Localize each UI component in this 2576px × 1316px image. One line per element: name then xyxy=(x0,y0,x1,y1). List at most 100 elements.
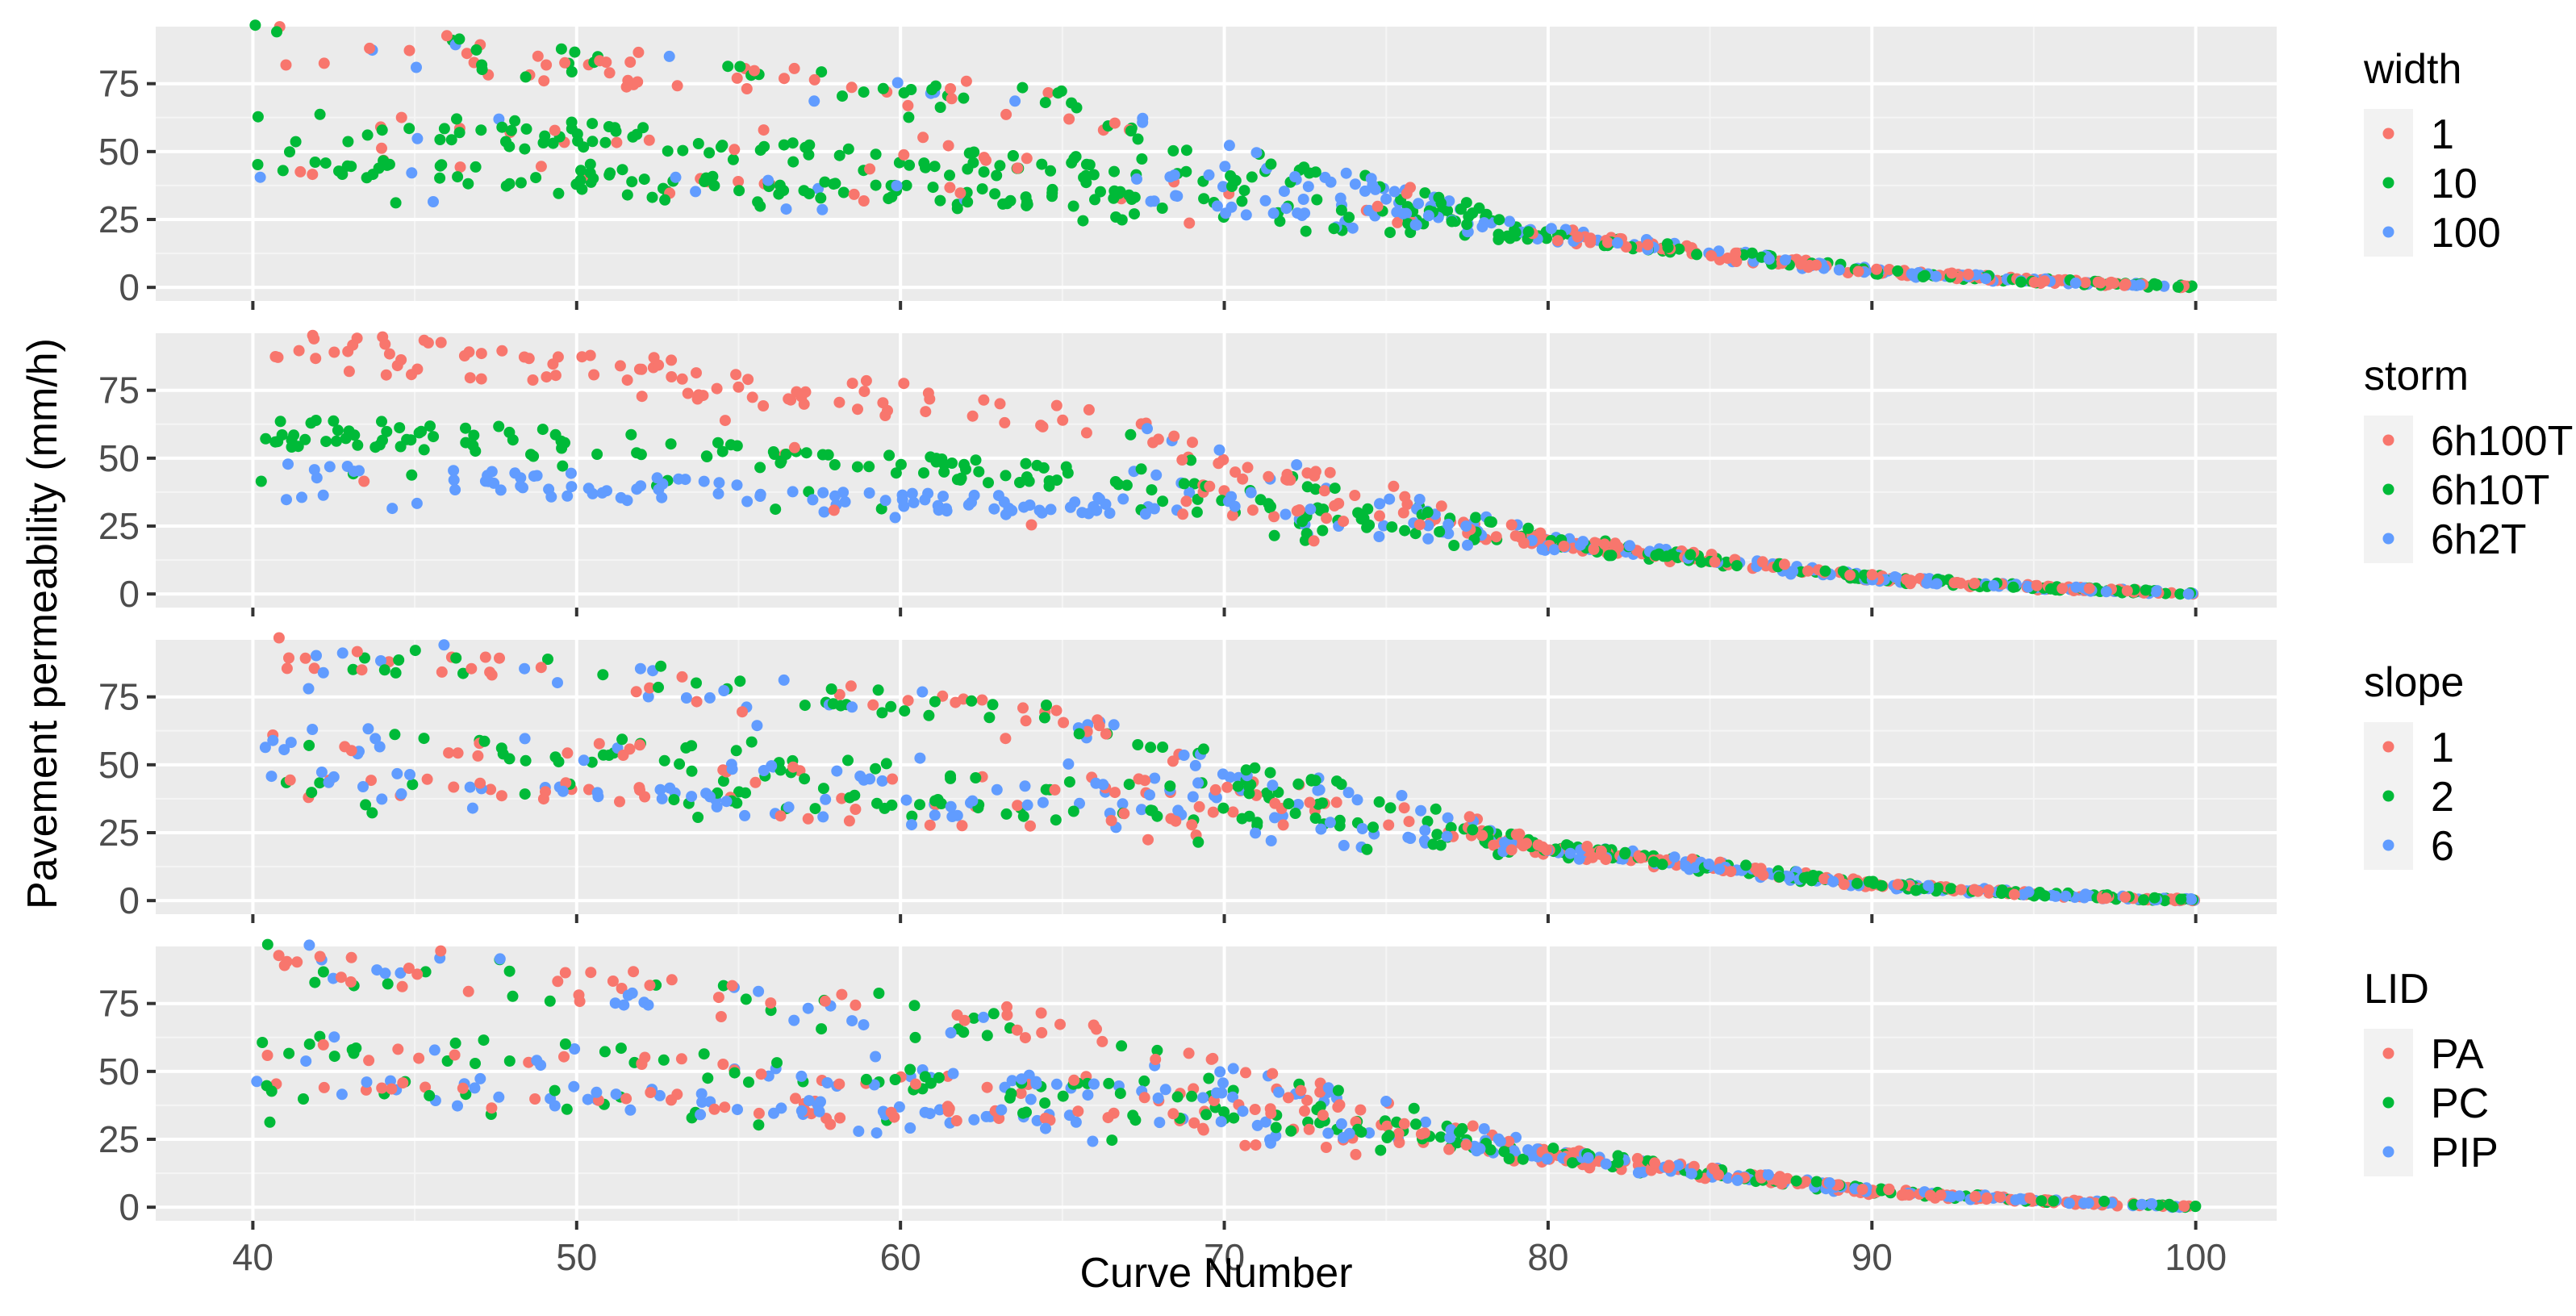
data-point-6 xyxy=(267,734,279,746)
data-point-PIP xyxy=(868,1079,880,1091)
data-point-6 xyxy=(1351,794,1363,806)
data-point-6h10T xyxy=(406,469,418,481)
data-point-PC xyxy=(1410,1118,1422,1130)
data-point-PC xyxy=(549,1084,561,1097)
data-point-100 xyxy=(1833,264,1845,276)
data-point-1 xyxy=(1946,267,1958,279)
data-point-PC xyxy=(2035,1195,2048,1207)
data-point-6 xyxy=(1019,780,1031,792)
data-point-PC xyxy=(283,1047,295,1059)
data-point-6h2T xyxy=(582,483,595,495)
data-point-PC xyxy=(1151,1044,1163,1056)
data-point-6 xyxy=(766,760,778,772)
data-point-1 xyxy=(978,152,990,164)
data-point-6h10T xyxy=(918,467,929,479)
data-point-6h100T xyxy=(1268,511,1280,523)
data-point-2 xyxy=(827,698,839,710)
data-point-PA xyxy=(396,980,408,992)
data-point-6h100T xyxy=(978,394,990,406)
data-point-6h10T xyxy=(328,415,340,427)
data-point-100 xyxy=(808,95,820,107)
data-point-6h2T xyxy=(1422,533,1434,545)
data-point-1 xyxy=(808,73,820,86)
data-point-6h100T xyxy=(293,345,305,357)
data-point-PC xyxy=(1547,1143,1559,1155)
data-point-6h100T xyxy=(999,416,1011,428)
data-point-10 xyxy=(638,173,650,186)
data-point-1 xyxy=(946,93,958,105)
data-point-PC xyxy=(702,1072,714,1084)
data-point-100 xyxy=(1422,210,1434,222)
data-point-PA xyxy=(607,976,619,987)
data-point-6h100T xyxy=(833,396,845,408)
y-tick-label: 25 xyxy=(98,1118,140,1160)
data-point-PC xyxy=(328,1051,340,1063)
data-point-100 xyxy=(1171,190,1184,203)
data-point-1 xyxy=(2100,892,2112,904)
data-point-1 xyxy=(540,786,551,798)
data-point-6 xyxy=(259,742,271,754)
data-point-PA xyxy=(1250,1139,1262,1151)
data-point-2 xyxy=(717,775,729,787)
data-point-6 xyxy=(1441,830,1453,842)
data-point-6h10T xyxy=(549,428,562,441)
data-point-1 xyxy=(1000,108,1012,120)
data-point-PIP xyxy=(858,1019,870,1031)
data-point-6h100T xyxy=(711,382,723,395)
data-point-6h100T xyxy=(1237,473,1249,485)
data-point-6h2T xyxy=(1245,487,1257,499)
data-point-6 xyxy=(552,677,563,689)
data-point-6h10T xyxy=(800,447,812,459)
data-point-6h2T xyxy=(906,487,918,499)
data-point-1 xyxy=(1012,800,1024,812)
data-point-6h100T xyxy=(475,373,487,385)
data-point-10 xyxy=(520,123,532,135)
data-point-6 xyxy=(1499,837,1510,849)
data-point-6h100T xyxy=(1324,466,1336,478)
data-point-PA xyxy=(559,967,571,979)
data-point-2 xyxy=(418,733,430,745)
data-point-1 xyxy=(671,80,683,92)
data-point-2 xyxy=(1807,870,1819,881)
data-point-10 xyxy=(1036,158,1048,170)
data-point-6h100T xyxy=(920,406,932,418)
data-point-100 xyxy=(1930,270,1942,282)
data-point-10 xyxy=(1311,194,1323,206)
data-point-6h100T xyxy=(1435,500,1447,512)
data-point-2 xyxy=(983,712,996,724)
data-point-PIP xyxy=(395,967,407,979)
data-point-PC xyxy=(1434,1131,1447,1143)
data-point-6 xyxy=(1324,817,1336,829)
data-point-6h10T xyxy=(1470,512,1482,524)
points-layer xyxy=(251,938,2202,1214)
y-tick-label: 0 xyxy=(119,1186,140,1228)
data-point-PC xyxy=(257,1037,269,1048)
data-point-1 xyxy=(403,44,415,56)
x-tick-label: 90 xyxy=(1852,1236,1893,1278)
data-point-6h100T xyxy=(898,378,910,390)
data-point-6h100T xyxy=(1308,535,1320,547)
data-point-2 xyxy=(825,683,837,695)
data-point-6h2T xyxy=(308,464,320,476)
data-point-6 xyxy=(1063,758,1075,770)
data-point-2 xyxy=(1740,859,1752,871)
data-point-PA xyxy=(819,995,831,1007)
data-point-6h2T xyxy=(482,470,494,482)
data-point-PA xyxy=(765,997,777,1009)
data-point-100 xyxy=(1148,195,1160,207)
data-point-6h2T xyxy=(1536,543,1548,555)
data-point-10 xyxy=(692,138,704,149)
data-point-6h10T xyxy=(1819,565,1831,577)
data-point-6h100T xyxy=(1226,509,1238,521)
data-point-1 xyxy=(1405,182,1416,194)
data-point-100 xyxy=(1476,221,1488,233)
data-point-6h10T xyxy=(1188,478,1200,490)
data-point-100 xyxy=(1906,268,1918,280)
legend-label: PC xyxy=(2431,1080,2489,1127)
data-point-PA xyxy=(1393,1137,1405,1148)
data-point-6h2T xyxy=(1036,507,1048,519)
data-point-1 xyxy=(1063,113,1075,125)
data-point-2 xyxy=(1309,813,1321,824)
data-point-10 xyxy=(503,178,516,190)
data-point-1 xyxy=(1108,117,1121,129)
